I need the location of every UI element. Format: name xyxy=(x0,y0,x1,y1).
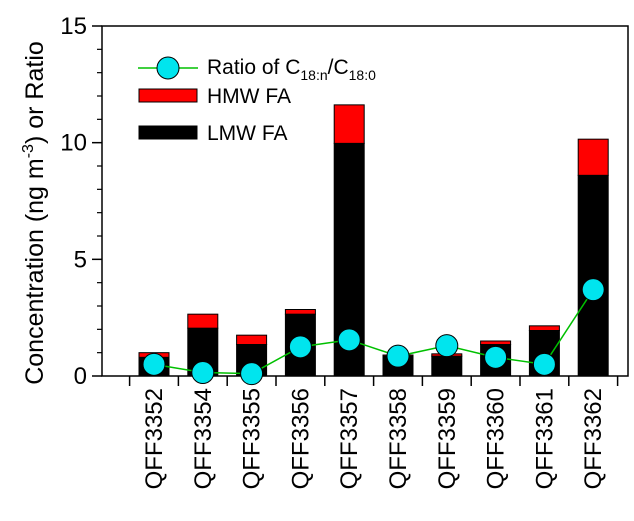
x-tick-label: QFF3358 xyxy=(385,388,412,489)
legend: Ratio of C18:n/C18:0 HMW FA LMW FA xyxy=(138,56,376,145)
ratio-point xyxy=(288,335,312,359)
legend-hmw-swatch xyxy=(138,88,198,103)
legend-hmw-label: HMW FA xyxy=(207,85,291,108)
bar-hmw xyxy=(577,138,609,176)
x-tick-label: QFF3354 xyxy=(190,388,217,489)
bar-lmw xyxy=(577,174,609,377)
legend-lmw-swatch xyxy=(138,125,198,140)
ratio-point xyxy=(386,344,410,368)
bar-hmw xyxy=(187,313,219,329)
y-axis-ticks: 0 5 10 15 xyxy=(60,13,102,390)
x-axis-ticks: QFF3352 QFF3354 QFF3355 QFF3356 QFF3357 QFF33… xyxy=(128,376,619,489)
x-tick-label: QFF3360 xyxy=(483,388,510,489)
bars-group xyxy=(138,104,609,377)
ratio-point xyxy=(142,352,166,376)
x-tick-label: QFF3359 xyxy=(434,388,461,489)
x-tick-label: QFF3356 xyxy=(287,388,314,489)
ratio-point xyxy=(191,361,215,384)
bar-hmw xyxy=(236,334,268,345)
ratio-point xyxy=(240,362,264,386)
bar-lmw xyxy=(431,355,463,377)
bar-hmw xyxy=(333,104,365,144)
y-tick-label: 5 xyxy=(74,246,87,273)
x-tick-label: QFF3357 xyxy=(336,388,363,489)
x-tick-label: QFF3361 xyxy=(531,388,558,489)
legend-ratio-label: Ratio of C18:n/C18:0 xyxy=(207,56,376,83)
ratio-point xyxy=(484,345,508,369)
bar-hmw xyxy=(284,309,316,315)
y-axis-label: Concentration (ng m-3) or Ratio xyxy=(20,41,49,385)
x-tick-label: QFF3362 xyxy=(580,388,607,489)
plot-frame xyxy=(101,25,629,377)
bar-hmw xyxy=(528,325,560,332)
x-tick-label: QFF3352 xyxy=(141,388,168,489)
ratio-point xyxy=(435,334,459,358)
legend-lmw-label: LMW FA xyxy=(207,122,288,145)
ratio-point xyxy=(532,352,556,376)
bar-hmw xyxy=(480,340,512,345)
legend-ratio-marker xyxy=(156,56,180,80)
ratio-line xyxy=(153,289,594,375)
y-tick-label: 0 xyxy=(74,363,87,390)
y-tick-label: 10 xyxy=(60,130,87,157)
x-tick-label: QFF3355 xyxy=(239,388,266,489)
ratio-line-group xyxy=(142,278,605,386)
ratio-point xyxy=(337,328,361,352)
y-tick-label: 15 xyxy=(60,13,87,40)
plot-border xyxy=(101,25,629,377)
ratio-point xyxy=(581,278,605,302)
